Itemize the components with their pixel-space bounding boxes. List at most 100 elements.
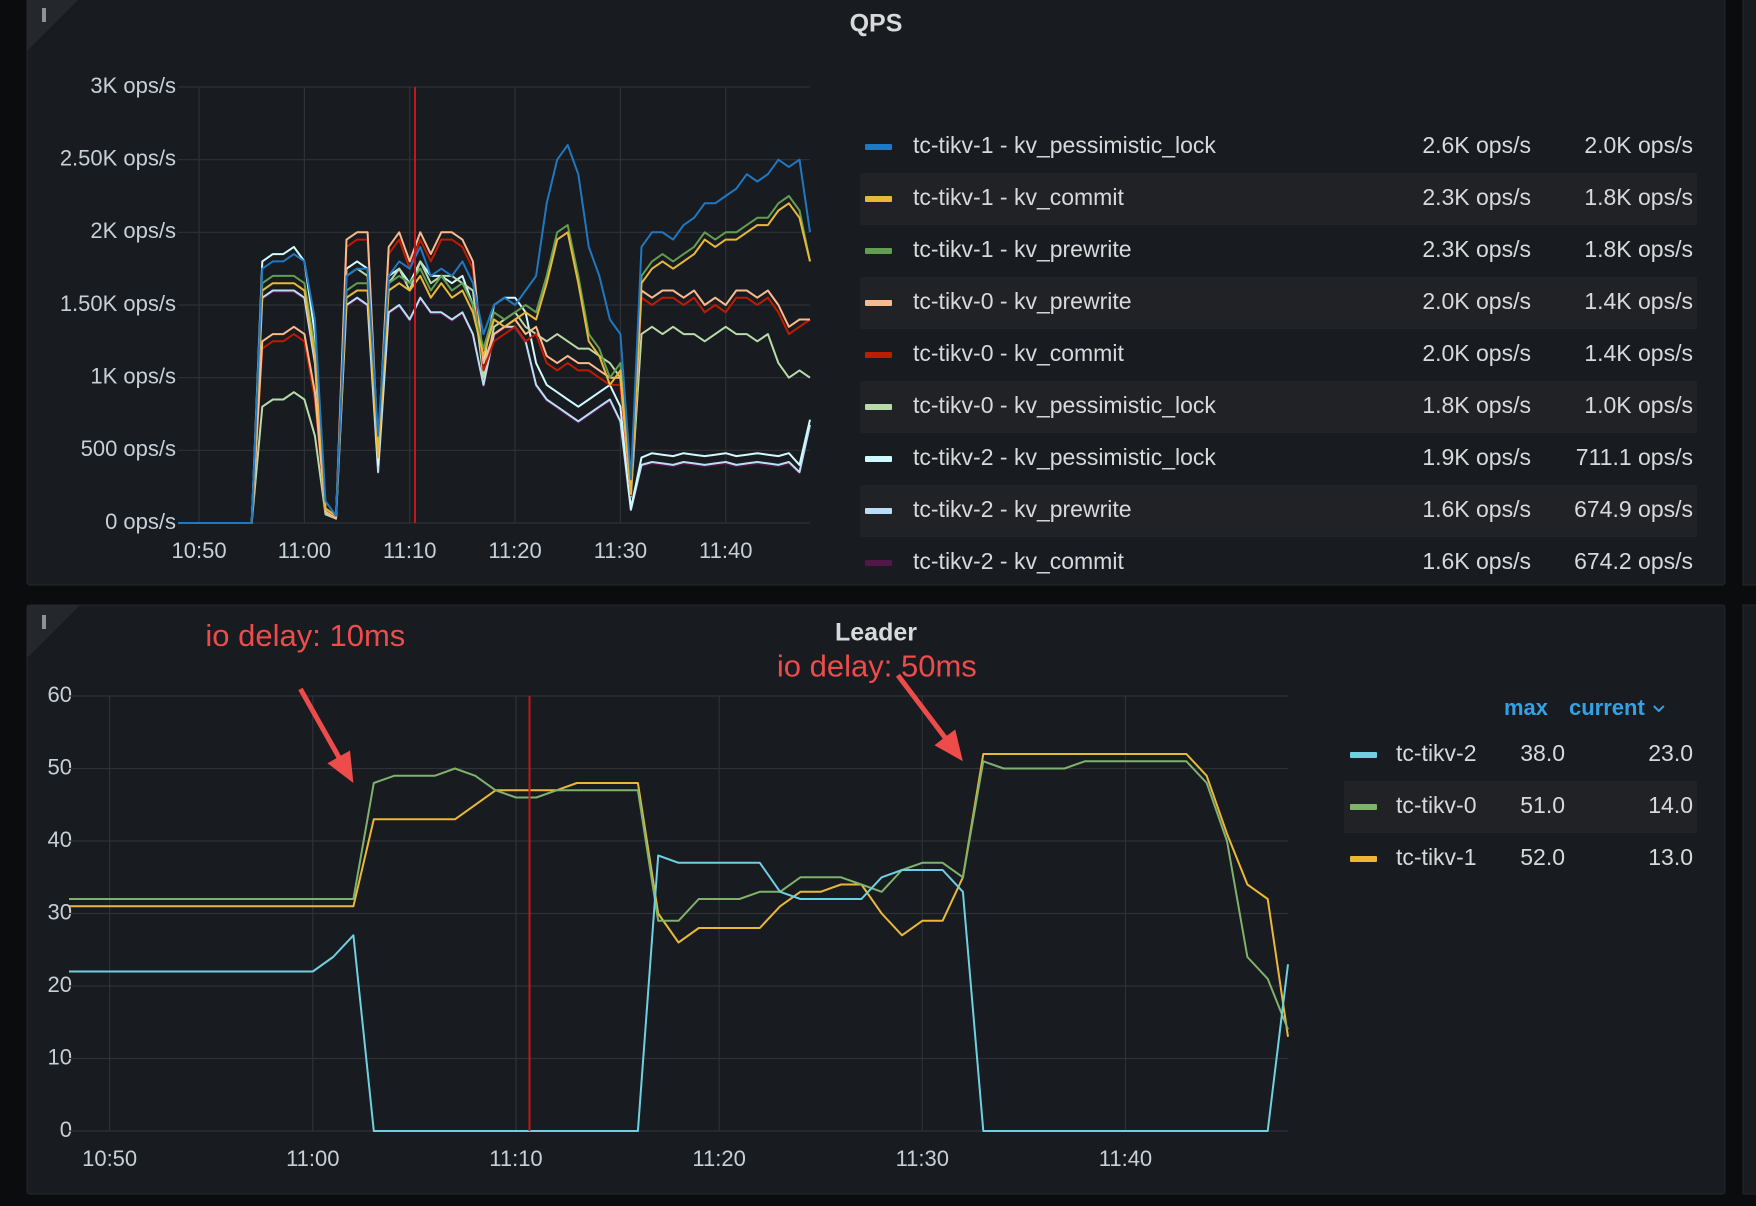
- legend-max: 2.6K ops/s: [1422, 132, 1531, 158]
- legend-row-bg: [860, 173, 1697, 225]
- panel-title: QPS: [850, 10, 903, 38]
- legend-current: 13.0: [1648, 844, 1693, 870]
- x-tick-label: 11:40: [699, 538, 752, 563]
- legend-row-bg: [860, 485, 1697, 537]
- x-tick-label: 10:50: [82, 1146, 137, 1171]
- y-tick-label: 500 ops/s: [81, 436, 176, 461]
- legend-swatch[interactable]: [1350, 752, 1377, 758]
- series-line: [178, 144, 811, 524]
- y-tick-label: 20: [48, 972, 72, 997]
- x-tick-label: 11:20: [692, 1146, 745, 1171]
- x-tick-label: 11:00: [286, 1146, 339, 1171]
- legend-swatch[interactable]: [865, 300, 892, 306]
- legend-current: 1.4K ops/s: [1584, 288, 1693, 314]
- legend-label[interactable]: tc-tikv-0 - kv_commit: [913, 340, 1124, 366]
- annotation-arrow: [895, 673, 963, 762]
- legend-current: 1.8K ops/s: [1584, 236, 1693, 262]
- series-line: [178, 238, 811, 524]
- legend-current: 23.0: [1648, 740, 1693, 766]
- y-tick-label: 0: [60, 1117, 72, 1142]
- panel-title: Leader: [835, 619, 917, 647]
- legend-swatch[interactable]: [865, 456, 892, 462]
- legend-header[interactable]: max: [1504, 695, 1549, 720]
- y-tick-label: 30: [48, 899, 72, 924]
- legend-current: 674.2 ops/s: [1574, 548, 1693, 574]
- y-tick-label: 40: [48, 827, 72, 852]
- x-tick-label: 11:00: [278, 538, 331, 563]
- legend-max: 2.3K ops/s: [1422, 184, 1531, 210]
- y-tick-label: 50: [48, 754, 72, 779]
- legend-swatch[interactable]: [865, 560, 892, 566]
- legend-current: 2.0K ops/s: [1584, 132, 1693, 158]
- charts: QPS 0 ops/s 500 ops/s 1K ops/s 1.50K ops/s 2K…: [48, 10, 1697, 1171]
- legend-max: 2.0K ops/s: [1422, 340, 1531, 366]
- legend-label[interactable]: tc-tikv-2 - kv_prewrite: [913, 496, 1132, 522]
- legend-label[interactable]: tc-tikv-2: [1396, 740, 1477, 766]
- y-tick-label: 60: [48, 682, 72, 707]
- legend-swatch[interactable]: [865, 352, 892, 358]
- legend-swatch[interactable]: [865, 196, 892, 202]
- panel-edge: [1742, 0, 1756, 586]
- legend-max: 51.0: [1520, 792, 1565, 818]
- x-tick-label: 10:50: [172, 538, 227, 563]
- legend-swatch[interactable]: [865, 404, 892, 410]
- legend-row-bg: [1344, 781, 1697, 833]
- annotation-arrow: [298, 687, 354, 783]
- legend-current: 711.1 ops/s: [1576, 444, 1693, 470]
- annotation-text: io delay: 50ms: [777, 648, 977, 683]
- y-tick-label: 2.50K ops/s: [60, 145, 176, 170]
- legend-current: 1.4K ops/s: [1584, 340, 1693, 366]
- x-tick-label: 11:10: [383, 538, 436, 563]
- legend-current: 14.0: [1648, 792, 1693, 818]
- x-tick-label: 11:10: [489, 1146, 542, 1171]
- legend-current: 1.8K ops/s: [1584, 184, 1693, 210]
- x-tick-label: 11:20: [488, 538, 541, 563]
- x-tick-label: 11:30: [594, 538, 647, 563]
- info-corner[interactable]: [27, 0, 80, 51]
- y-tick-label: 3K ops/s: [90, 73, 176, 98]
- info-icon: [42, 8, 46, 22]
- series-line: [178, 202, 811, 524]
- legend-label[interactable]: tc-tikv-1 - kv_prewrite: [913, 236, 1132, 262]
- series-line: [178, 231, 810, 524]
- x-tick-label: 11:30: [896, 1146, 949, 1171]
- legend-current: 674.9 ops/s: [1574, 496, 1693, 522]
- legend-label[interactable]: tc-tikv-1 - kv_pessimistic_lock: [913, 132, 1216, 158]
- legend-swatch[interactable]: [865, 508, 892, 514]
- legend-label[interactable]: tc-tikv-1: [1396, 844, 1477, 870]
- info-corner[interactable]: [27, 605, 80, 658]
- legend-current: 1.0K ops/s: [1584, 392, 1693, 418]
- legend-swatch[interactable]: [865, 144, 892, 150]
- info-icon: [42, 615, 46, 629]
- series-line: [178, 195, 811, 524]
- legend-label[interactable]: tc-tikv-0 - kv_pessimistic_lock: [913, 392, 1216, 418]
- legend-swatch[interactable]: [865, 248, 892, 254]
- legend-max: 1.6K ops/s: [1422, 548, 1531, 574]
- y-tick-label: 1K ops/s: [90, 363, 176, 388]
- legend-label[interactable]: tc-tikv-2 - kv_pessimistic_lock: [913, 444, 1216, 470]
- legend-row-bg: [860, 277, 1697, 329]
- y-tick-label: 0 ops/s: [105, 509, 176, 534]
- legend: max current tc-tikv-2 38.0 23.0 tc-tikv-0 51.0…: [1344, 695, 1697, 870]
- series-line: [69, 753, 1289, 1037]
- legend-max: 52.0: [1520, 844, 1565, 870]
- legend-label[interactable]: tc-tikv-1 - kv_commit: [913, 184, 1124, 210]
- legend-max: 2.0K ops/s: [1422, 288, 1531, 314]
- y-tick-label: 2K ops/s: [90, 218, 176, 243]
- legend-label[interactable]: tc-tikv-0: [1396, 792, 1477, 818]
- panel-content: Leader 0 10 20 30 40 50 60 10:50 11:00 11:10 11:20 1…: [48, 618, 1697, 1171]
- y-tick-label: 10: [48, 1044, 72, 1069]
- series-line: [69, 854, 1289, 1132]
- legend-swatch[interactable]: [1350, 804, 1377, 810]
- legend-swatch[interactable]: [1350, 856, 1377, 862]
- legend-max: 2.3K ops/s: [1422, 236, 1531, 262]
- series-line: [69, 760, 1289, 1030]
- legend-header[interactable]: current: [1569, 695, 1645, 720]
- legend-label[interactable]: tc-tikv-0 - kv_prewrite: [913, 288, 1132, 314]
- legend-label[interactable]: tc-tikv-2 - kv_commit: [913, 548, 1124, 574]
- legend-max: 1.6K ops/s: [1422, 496, 1531, 522]
- legend-max: 1.9K ops/s: [1422, 444, 1531, 470]
